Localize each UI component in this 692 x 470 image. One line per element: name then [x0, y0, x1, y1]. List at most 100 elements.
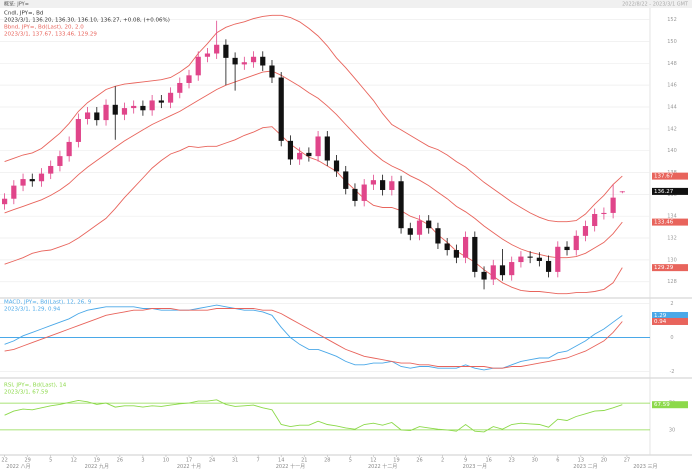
candle-body — [84, 112, 91, 120]
header-left: 概览: JPY= — [4, 1, 29, 8]
candle-body — [94, 112, 100, 121]
candle-body — [610, 197, 616, 213]
candle-body — [619, 191, 625, 193]
x-tick-label: 22 — [1, 458, 7, 464]
y-tick-label: -2 — [670, 369, 675, 375]
candle-body — [435, 228, 441, 244]
last-value-box — [652, 317, 688, 325]
month-label: 2022 十月 — [177, 463, 201, 470]
candle-body — [444, 243, 450, 251]
candle-body — [2, 198, 8, 205]
candle-body — [315, 136, 321, 157]
y-tick-label: 128 — [667, 279, 677, 285]
last-value-label: 137.67 — [654, 174, 674, 180]
chart-subtitle: 2023/3/1, 67.59 — [4, 390, 48, 396]
candle-body — [306, 152, 312, 157]
candle-body — [426, 220, 432, 229]
last-value-label: 133.46 — [654, 220, 674, 226]
y-tick-label: 140 — [667, 148, 677, 154]
candle-body — [167, 92, 174, 103]
candle-body — [297, 152, 303, 160]
candle-body — [121, 108, 128, 115]
x-tick-label: 26 — [416, 458, 422, 464]
candle-body — [149, 100, 155, 111]
bollinger-band — [4, 70, 623, 259]
candle-body — [398, 181, 404, 229]
x-tick-label: 30 — [532, 458, 538, 464]
month-label: 2022 十二月 — [368, 463, 397, 470]
x-tick-label: 9 — [464, 458, 467, 464]
y-tick-label: 150 — [667, 39, 677, 45]
candle-body — [20, 179, 26, 186]
month-label: 2023 一月 — [463, 464, 487, 470]
candle-body — [29, 179, 35, 182]
x-tick-label: 13 — [578, 458, 584, 464]
candle-body — [389, 181, 395, 190]
x-tick-label: 16 — [485, 458, 491, 464]
x-tick-label: 24 — [209, 458, 215, 464]
y-tick-label: 142 — [667, 126, 677, 132]
y-tick-label: 144 — [667, 105, 677, 111]
indicator-line — [4, 304, 623, 371]
chart-subtitle: 2023/3/1, 136.20, 136.30, 136.10, 136.27… — [4, 18, 170, 24]
x-tick-label: 26 — [117, 458, 123, 464]
candle-body — [177, 82, 183, 93]
last-value-box — [652, 264, 688, 272]
x-tick-label: 27 — [624, 458, 630, 464]
candle-body — [232, 57, 238, 65]
x-tick-label: 31 — [232, 458, 238, 464]
candle-body — [343, 171, 349, 189]
candle-body — [186, 75, 192, 83]
last-value-label: 0.94 — [654, 319, 667, 325]
candle-body — [555, 246, 561, 272]
candle-body — [592, 214, 598, 227]
x-tick-label: 20 — [601, 458, 607, 464]
last-value-box — [652, 401, 688, 409]
candle-body — [472, 236, 478, 272]
last-value-box — [652, 218, 688, 226]
x-tick-label: 19 — [393, 458, 399, 464]
y-tick-label: 134 — [667, 214, 677, 220]
y-tick-label: 2 — [670, 301, 673, 307]
candle-body — [407, 228, 413, 235]
top-bar — [0, 0, 692, 8]
bollinger-band — [4, 14, 623, 223]
candle-body — [601, 212, 607, 215]
candle-body — [11, 185, 17, 199]
candle-body — [361, 184, 367, 201]
candle-body — [370, 180, 377, 185]
x-tick-label: 19 — [94, 458, 100, 464]
candle-body — [278, 77, 284, 141]
candle-body — [490, 265, 496, 280]
candle-body — [481, 271, 487, 280]
month-label: 2022 十一月 — [276, 463, 305, 470]
candle-body — [158, 100, 164, 103]
chart-title: Cndl, JPY=, Bd — [4, 11, 43, 17]
y-tick-label: 152 — [667, 17, 677, 23]
candle-body — [582, 226, 589, 236]
candle-body — [38, 173, 45, 182]
candle-body — [241, 62, 247, 65]
y-tick-label: 0 — [670, 335, 673, 341]
candle-body — [536, 257, 542, 261]
candle-body — [140, 105, 146, 111]
candle-body — [573, 235, 579, 251]
indicator-line — [4, 399, 623, 433]
y-tick-label: 146 — [667, 83, 677, 89]
candle-body — [57, 156, 63, 166]
candle-body — [269, 65, 275, 78]
x-tick-label: 17 — [186, 458, 192, 464]
x-tick-label: 7 — [257, 458, 260, 464]
last-value-box — [652, 172, 688, 180]
x-tick-label: 28 — [324, 458, 330, 464]
last-value-label: 1.29 — [654, 313, 667, 319]
y-tick-label: 30 — [669, 427, 675, 433]
candle-body — [195, 56, 201, 76]
overlay-title: Bbnd, JPY=, Bd(Last), 20, 2.0 — [4, 25, 84, 31]
y-tick-label: 130 — [667, 257, 677, 263]
x-tick-label: 10 — [163, 458, 169, 464]
x-tick-label: 23 — [509, 458, 515, 464]
x-tick-label: 3 — [141, 458, 144, 464]
chart-title: RSI, JPY=, Bd(Last), 14 — [4, 383, 67, 389]
candle-body — [564, 246, 570, 251]
